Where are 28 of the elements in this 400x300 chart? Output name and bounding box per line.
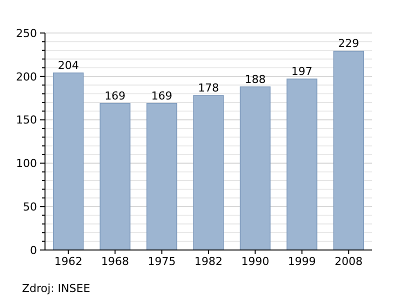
x-tick-label: 1999 (288, 255, 316, 268)
y-tick-label: 250 (16, 26, 37, 40)
data-label: 188 (244, 72, 266, 86)
y-tick-label: 150 (16, 114, 37, 127)
bar (333, 50, 364, 250)
bar (100, 102, 130, 250)
y-tick-label: 100 (16, 157, 37, 170)
y-tick-label: 200 (16, 70, 37, 84)
data-label: 169 (151, 89, 172, 102)
bar (240, 86, 271, 250)
text: Zdroj: INSEE (22, 282, 90, 295)
x-tick-label: 1982 (194, 255, 222, 268)
x-tick-label: 1962 (54, 255, 82, 268)
bar (146, 102, 178, 250)
bar (286, 78, 318, 250)
x-tick-label: 1990 (241, 255, 270, 268)
x-tick-label: 1968 (101, 255, 130, 268)
bar (193, 95, 224, 250)
x-tick-label: 2008 (334, 255, 363, 268)
data-label: 229 (338, 37, 360, 50)
y-tick-label: 0 (30, 244, 37, 257)
data-label: 178 (198, 81, 219, 94)
x-tick-label: 1975 (148, 255, 176, 268)
bar (53, 72, 84, 250)
y-tick-label: 50 (23, 200, 37, 214)
data-label: 204 (58, 58, 79, 72)
data-label: 197 (291, 65, 312, 78)
data-label: 169 (104, 89, 126, 102)
